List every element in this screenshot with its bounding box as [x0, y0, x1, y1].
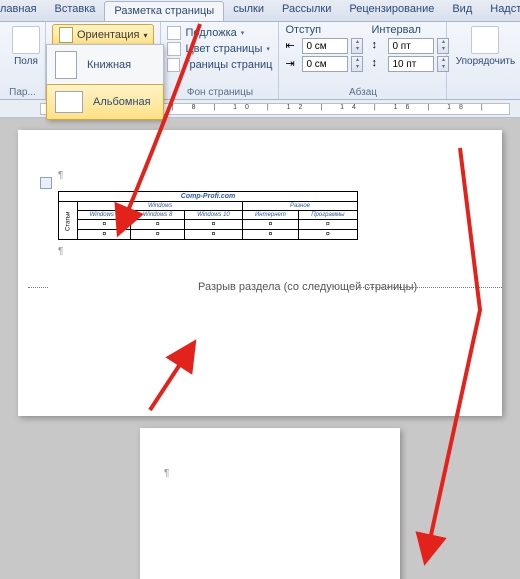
orientation-landscape[interactable]: Альбомная	[46, 84, 164, 120]
chevron-down-icon: ▾	[143, 31, 147, 40]
spacing-before-icon: ↕	[371, 39, 385, 53]
watermark-icon	[167, 26, 181, 40]
page-landscape: ¶ Comp-Profi.com Статьи Windows Разное W…	[18, 130, 502, 416]
page-color-button[interactable]: Цвет страницы▾	[167, 42, 272, 56]
ribbon: Поля Пар... Ориентация ▾ Книжная Альбомн…	[0, 22, 520, 100]
table-side-header: Статьи	[59, 202, 78, 240]
group-label-paragraph: Абзац	[279, 87, 446, 98]
pilcrow: ¶	[164, 468, 376, 479]
tab-page-layout[interactable]: Разметка страницы	[104, 1, 224, 21]
margins-button[interactable]: Поля	[6, 24, 46, 69]
orientation-button[interactable]: Ориентация ▾	[52, 24, 154, 46]
table-col-3: Windows 10	[184, 211, 242, 220]
tab-mailings[interactable]: Рассылки	[273, 0, 340, 21]
page-portrait: ¶	[140, 428, 400, 579]
group-page-setup: Поля Пар...	[0, 22, 46, 99]
orientation-icon	[59, 27, 73, 43]
table-title: Comp-Profi.com	[59, 192, 358, 202]
document-table[interactable]: Comp-Profi.com Статьи Windows Разное Win…	[58, 191, 358, 240]
orientation-label: Ориентация	[77, 29, 139, 41]
orientation-portrait[interactable]: Книжная	[47, 45, 163, 85]
document-area[interactable]: ¶ Comp-Profi.com Статьи Windows Разное W…	[0, 118, 520, 579]
group-orientation: Ориентация ▾ Книжная Альбомная	[46, 22, 161, 99]
tab-review[interactable]: Рецензирование	[340, 0, 443, 21]
landscape-icon	[55, 91, 83, 113]
arrange-label: Упорядочить	[456, 56, 516, 67]
pilcrow: ¶	[58, 246, 472, 257]
group-arrange: Упорядочить	[447, 22, 520, 99]
orientation-menu: Книжная Альбомная	[46, 44, 164, 120]
indent-left-stepper[interactable]: ▴▾	[351, 38, 363, 54]
table-move-handle[interactable]	[40, 177, 52, 189]
watermark-button[interactable]: Подложка▾	[167, 26, 272, 40]
table-group-2: Разное	[243, 202, 358, 211]
tab-home[interactable]: лавная	[0, 0, 46, 21]
page-borders-icon	[167, 58, 180, 72]
arrange-icon	[471, 26, 499, 54]
page-color-icon	[167, 42, 181, 56]
portrait-icon	[55, 51, 77, 79]
margins-icon	[12, 26, 40, 54]
table-col-1: Windows 7	[78, 211, 131, 220]
tab-insert[interactable]: Вставка	[46, 0, 105, 21]
portrait-label: Книжная	[87, 59, 131, 71]
spacing-before[interactable]: ↕0 пт▴▾	[371, 38, 449, 54]
table-group-1: Windows	[78, 202, 243, 211]
table-col-5: Программы	[298, 211, 357, 220]
group-page-background: Подложка▾ Цвет страницы▾ Границы страниц…	[161, 22, 279, 99]
table-col-4: Интернет	[243, 211, 299, 220]
table-col-2: Windows 8	[131, 211, 184, 220]
indent-right[interactable]: ⇥0 см▴▾	[285, 56, 363, 72]
indent-left-icon: ⇤	[285, 39, 299, 53]
spacing-after-icon: ↕	[371, 57, 385, 71]
spacing-title: Интервал	[371, 24, 449, 36]
indent-right-icon: ⇥	[285, 57, 299, 71]
tab-addins[interactable]: Надстройк	[481, 0, 520, 21]
group-paragraph: Отступ ⇤0 см▴▾ ⇥0 см▴▾ Интервал ↕0 пт▴▾ …	[279, 22, 447, 99]
tab-view[interactable]: Вид	[443, 0, 481, 21]
page-borders-button[interactable]: Границы страниц	[167, 58, 272, 72]
group-label-params: Пар...	[0, 87, 45, 98]
pilcrow: ¶	[58, 170, 472, 181]
ribbon-tabs: лавная Вставка Разметка страницы сылки Р…	[0, 0, 520, 22]
table-container: Comp-Profi.com Статьи Windows Разное Win…	[58, 191, 472, 240]
indent-title: Отступ	[285, 24, 363, 36]
landscape-label: Альбомная	[93, 96, 151, 108]
spacing-after[interactable]: ↕10 пт▴▾	[371, 56, 449, 72]
indent-left[interactable]: ⇤0 см▴▾	[285, 38, 363, 54]
section-break: Разрыв раздела (со следующей страницы)	[58, 281, 472, 293]
tab-references[interactable]: сылки	[224, 0, 273, 21]
indent-right-stepper[interactable]: ▴▾	[351, 56, 363, 72]
margins-label: Поля	[14, 56, 38, 67]
group-label-page-bg: Фон страницы	[161, 87, 278, 98]
arrange-button[interactable]: Упорядочить	[453, 24, 517, 69]
